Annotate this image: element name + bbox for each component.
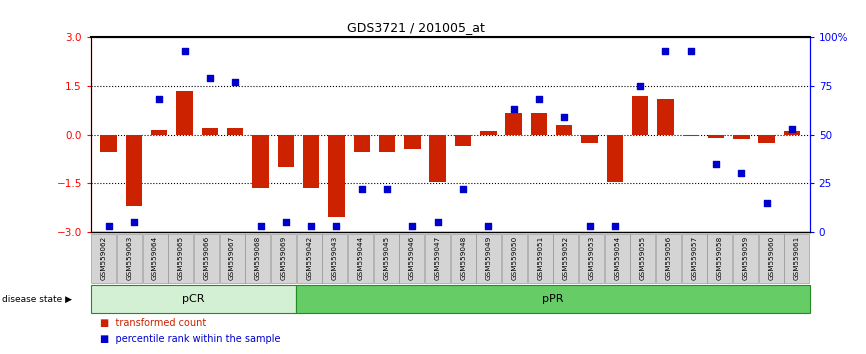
Point bbox=[380, 186, 394, 192]
Bar bbox=[506, 113, 522, 135]
Text: GSM559068: GSM559068 bbox=[255, 235, 261, 280]
Bar bbox=[404, 135, 421, 149]
Bar bbox=[531, 113, 547, 135]
Text: GSM559048: GSM559048 bbox=[460, 235, 466, 280]
Text: pCR: pCR bbox=[183, 294, 205, 304]
Text: GSM559052: GSM559052 bbox=[563, 235, 569, 280]
Point bbox=[558, 114, 572, 120]
Text: GSM559062: GSM559062 bbox=[100, 235, 107, 280]
Bar bbox=[303, 135, 320, 188]
Bar bbox=[100, 135, 117, 152]
Bar bbox=[455, 135, 471, 146]
Point bbox=[759, 200, 773, 205]
Point bbox=[329, 223, 343, 229]
Text: GSM559058: GSM559058 bbox=[717, 235, 723, 280]
Point bbox=[507, 106, 520, 112]
Text: GSM559044: GSM559044 bbox=[358, 235, 364, 280]
Bar bbox=[177, 91, 193, 135]
Text: disease state ▶: disease state ▶ bbox=[2, 295, 72, 304]
Text: GSM559057: GSM559057 bbox=[691, 235, 697, 280]
Text: GSM559054: GSM559054 bbox=[614, 235, 620, 280]
Bar bbox=[151, 130, 167, 135]
Point bbox=[152, 97, 166, 102]
Text: pPR: pPR bbox=[542, 294, 564, 304]
Bar bbox=[708, 135, 724, 138]
Point bbox=[101, 223, 115, 229]
Bar bbox=[378, 135, 395, 152]
Text: GSM559049: GSM559049 bbox=[486, 235, 492, 280]
Bar bbox=[353, 135, 370, 152]
Bar bbox=[606, 135, 623, 182]
Text: GSM559045: GSM559045 bbox=[383, 235, 389, 280]
Point bbox=[608, 223, 622, 229]
Point bbox=[279, 219, 293, 225]
Bar bbox=[682, 135, 699, 136]
Point bbox=[405, 223, 419, 229]
Text: GSM559066: GSM559066 bbox=[204, 235, 210, 280]
Point bbox=[583, 223, 597, 229]
Point bbox=[304, 223, 318, 229]
Point bbox=[127, 219, 141, 225]
Point bbox=[254, 223, 268, 229]
Text: GSM559069: GSM559069 bbox=[281, 235, 287, 280]
Text: GSM559047: GSM559047 bbox=[435, 235, 441, 280]
Text: ■  transformed count: ■ transformed count bbox=[100, 318, 206, 328]
Point bbox=[203, 75, 216, 81]
Point bbox=[633, 83, 647, 89]
Text: ■  percentile rank within the sample: ■ percentile rank within the sample bbox=[100, 334, 280, 344]
Text: GSM559060: GSM559060 bbox=[768, 235, 774, 280]
Bar bbox=[734, 135, 750, 139]
Text: GSM559067: GSM559067 bbox=[229, 235, 235, 280]
Bar bbox=[759, 135, 775, 143]
Point bbox=[734, 171, 748, 176]
Bar bbox=[202, 128, 218, 135]
Bar bbox=[227, 128, 243, 135]
Bar bbox=[126, 135, 142, 206]
Point bbox=[532, 97, 546, 102]
Point bbox=[684, 48, 698, 53]
Point bbox=[456, 186, 470, 192]
Bar bbox=[657, 99, 674, 135]
Text: GDS3721 / 201005_at: GDS3721 / 201005_at bbox=[346, 21, 485, 34]
Text: GSM559042: GSM559042 bbox=[307, 235, 312, 280]
Text: GSM559064: GSM559064 bbox=[152, 235, 158, 280]
Text: GSM559046: GSM559046 bbox=[409, 235, 415, 280]
Point bbox=[178, 48, 191, 53]
Bar bbox=[480, 131, 496, 135]
Text: GSM559065: GSM559065 bbox=[178, 235, 184, 280]
Bar bbox=[556, 125, 572, 135]
Bar bbox=[430, 135, 446, 182]
Text: GSM559050: GSM559050 bbox=[512, 235, 518, 280]
Bar bbox=[252, 135, 268, 188]
Text: GSM559055: GSM559055 bbox=[640, 235, 646, 280]
Point bbox=[709, 161, 723, 167]
Text: GSM559056: GSM559056 bbox=[666, 235, 671, 280]
Bar bbox=[328, 135, 345, 217]
Point bbox=[229, 79, 242, 85]
Text: GSM559043: GSM559043 bbox=[332, 235, 338, 280]
Point bbox=[658, 48, 672, 53]
Point bbox=[430, 219, 444, 225]
Bar bbox=[632, 96, 649, 135]
Bar bbox=[278, 135, 294, 167]
Text: GSM559061: GSM559061 bbox=[794, 235, 800, 280]
Bar bbox=[784, 131, 800, 135]
Point bbox=[785, 126, 799, 132]
Text: GSM559051: GSM559051 bbox=[537, 235, 543, 280]
Text: GSM559053: GSM559053 bbox=[589, 235, 594, 280]
Point bbox=[355, 186, 369, 192]
Point bbox=[481, 223, 495, 229]
Bar bbox=[581, 135, 598, 143]
Text: GSM559063: GSM559063 bbox=[126, 235, 132, 280]
Text: GSM559059: GSM559059 bbox=[742, 235, 748, 280]
